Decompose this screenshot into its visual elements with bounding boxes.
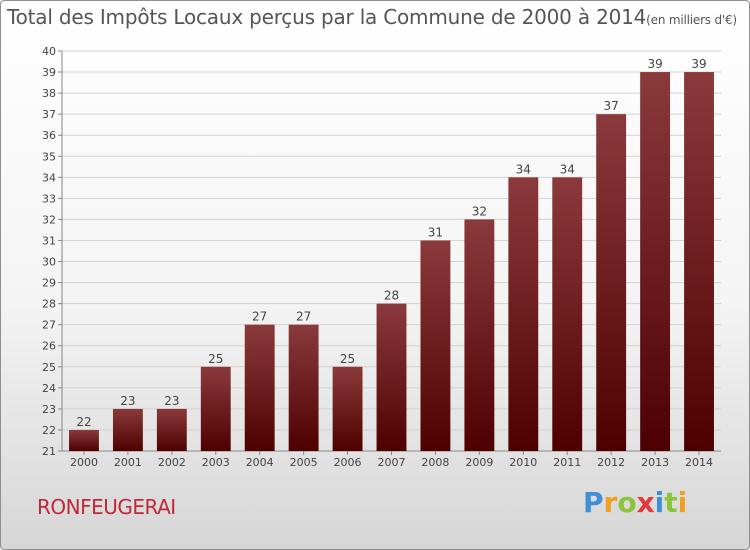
bar: [552, 177, 583, 451]
bar: [376, 303, 407, 451]
logo-letter: r: [603, 486, 618, 519]
y-tick-label: 29: [42, 277, 56, 290]
data-label: 39: [691, 57, 706, 71]
logo-letter: P: [583, 486, 604, 519]
data-label: 34: [516, 162, 531, 176]
x-tick-label: 2005: [290, 456, 318, 469]
data-label: 37: [604, 99, 619, 113]
y-tick-label: 31: [42, 234, 56, 247]
data-label: 34: [560, 162, 575, 176]
commune-name: RONFEUGERAI: [37, 495, 176, 519]
y-tick-label: 24: [42, 382, 56, 395]
y-tick-label: 37: [42, 108, 56, 121]
y-tick-label: 40: [42, 45, 56, 58]
x-tick-label: 2002: [158, 456, 186, 469]
data-label: 27: [252, 310, 267, 324]
x-tick-label: 2006: [334, 456, 362, 469]
bar: [332, 366, 363, 451]
x-tick-label: 2000: [70, 456, 98, 469]
y-tick-label: 23: [42, 403, 56, 416]
data-label: 22: [76, 415, 91, 429]
data-label: 25: [340, 352, 355, 366]
x-tick-label: 2001: [114, 456, 142, 469]
bar: [200, 366, 231, 451]
data-label: 32: [472, 204, 487, 218]
logo-letter: x: [636, 486, 655, 519]
logo-letter: i: [677, 486, 688, 519]
bar: [69, 429, 99, 451]
x-tick-label: 2004: [246, 456, 274, 469]
y-tick-label: 38: [42, 87, 56, 100]
y-tick-label: 35: [42, 150, 56, 163]
unit-label: (en milliers d'€): [646, 13, 737, 27]
y-tick-label: 30: [42, 256, 56, 269]
y-tick-label: 33: [42, 192, 56, 205]
logo-letter: i: [654, 486, 665, 519]
y-tick-label: 26: [42, 340, 56, 353]
bar: [508, 177, 539, 451]
x-tick-label: 2008: [421, 456, 449, 469]
data-label: 27: [296, 310, 311, 324]
bar: [420, 240, 451, 451]
data-label: 39: [647, 57, 662, 71]
bar: [464, 219, 495, 451]
y-tick-label: 25: [42, 361, 56, 374]
x-tick-label: 2011: [553, 456, 581, 469]
data-label: 23: [120, 394, 135, 408]
bar: [156, 408, 187, 451]
y-tick-label: 39: [42, 66, 56, 79]
x-tick-label: 2007: [378, 456, 406, 469]
data-label: 31: [428, 225, 443, 239]
data-label: 28: [384, 289, 399, 303]
y-tick-label: 22: [42, 424, 56, 437]
y-tick-label: 21: [42, 445, 56, 458]
bar: [112, 408, 143, 451]
title-text: Total des Impôts Locaux perçus par la Co…: [7, 5, 647, 29]
x-tick-label: 2013: [641, 456, 669, 469]
data-label: 25: [208, 352, 223, 366]
y-tick-label: 34: [42, 171, 56, 184]
x-tick-label: 2012: [597, 456, 625, 469]
x-tick-label: 2014: [685, 456, 713, 469]
y-tick-label: 28: [42, 298, 56, 311]
bar: [684, 72, 714, 451]
bar: [244, 324, 275, 451]
y-tick-label: 27: [42, 319, 56, 332]
bar: [596, 114, 627, 451]
logo-letter: t: [664, 486, 678, 519]
logo-letter: o: [617, 486, 637, 519]
bar: [288, 324, 319, 451]
data-label: 23: [164, 394, 179, 408]
x-tick-label: 2009: [465, 456, 493, 469]
y-tick-label: 36: [42, 129, 56, 142]
y-tick-label: 32: [42, 213, 56, 226]
proxiti-logo: Proxiti: [583, 486, 687, 519]
x-tick-label: 2010: [509, 456, 537, 469]
chart-title: Total des Impôts Locaux perçus par la Co…: [7, 5, 737, 29]
x-tick-label: 2003: [202, 456, 230, 469]
bar: [640, 72, 671, 451]
